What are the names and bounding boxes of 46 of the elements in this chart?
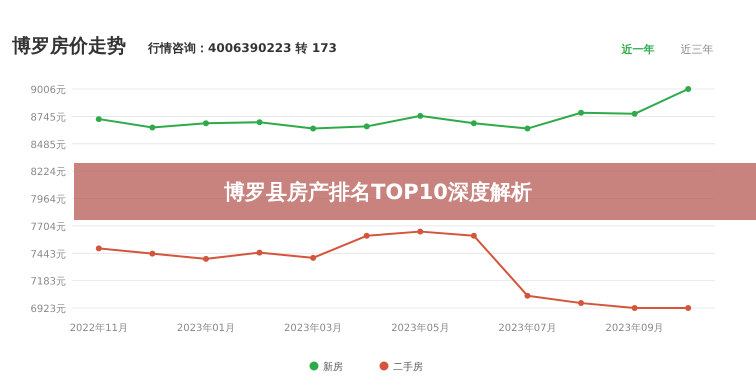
point	[524, 292, 530, 299]
legend-label: 二手房	[393, 361, 423, 373]
point	[685, 305, 692, 311]
point	[632, 305, 638, 311]
y-tick-label: 8485元	[30, 140, 66, 151]
point	[149, 124, 156, 130]
point	[364, 232, 370, 239]
chart-subtitle: 行情咨询：4006390223 转 173	[147, 41, 337, 55]
x-tick-label: 2022年11月	[70, 322, 128, 334]
point	[256, 250, 263, 256]
y-tick-label: 6923元	[30, 304, 66, 315]
legend-label: 新房	[323, 361, 343, 373]
point	[256, 119, 263, 126]
y-tick-label: 8224元	[30, 167, 66, 178]
point	[578, 110, 584, 116]
point	[310, 254, 316, 261]
y-tick-label: 7964元	[30, 194, 66, 206]
point	[310, 126, 316, 132]
x-tick-label: 2023年05月	[391, 322, 450, 334]
x-tick-label: 2023年03月	[284, 322, 342, 334]
y-tick-label: 7443元	[30, 249, 66, 260]
text: 近一年	[620, 43, 654, 56]
point	[632, 110, 638, 117]
point	[417, 228, 424, 235]
y-tick-label: 8745元	[30, 112, 66, 124]
x-tick-label: 2023年07月	[498, 322, 557, 334]
point	[96, 116, 102, 122]
point	[149, 250, 156, 257]
y-tick-label: 7183元	[30, 276, 66, 288]
x-tick-label: 2023年09月	[606, 322, 664, 334]
point	[202, 120, 209, 126]
point	[524, 126, 530, 132]
point	[417, 112, 424, 119]
point	[685, 86, 692, 92]
point	[364, 123, 370, 130]
point	[470, 120, 477, 126]
text: 近三年	[680, 43, 714, 56]
point	[470, 232, 477, 239]
point	[96, 245, 102, 252]
annotation: 博罗县房产排名TOP10深度解析	[223, 180, 532, 204]
x-tick-label: 2023年01月	[176, 322, 236, 334]
y-tick-label: 9006元	[30, 85, 66, 96]
y-tick-label: 7704元	[30, 222, 66, 233]
point	[578, 300, 584, 306]
chart-title: 博罗房价走势	[11, 35, 126, 57]
point	[202, 256, 209, 262]
